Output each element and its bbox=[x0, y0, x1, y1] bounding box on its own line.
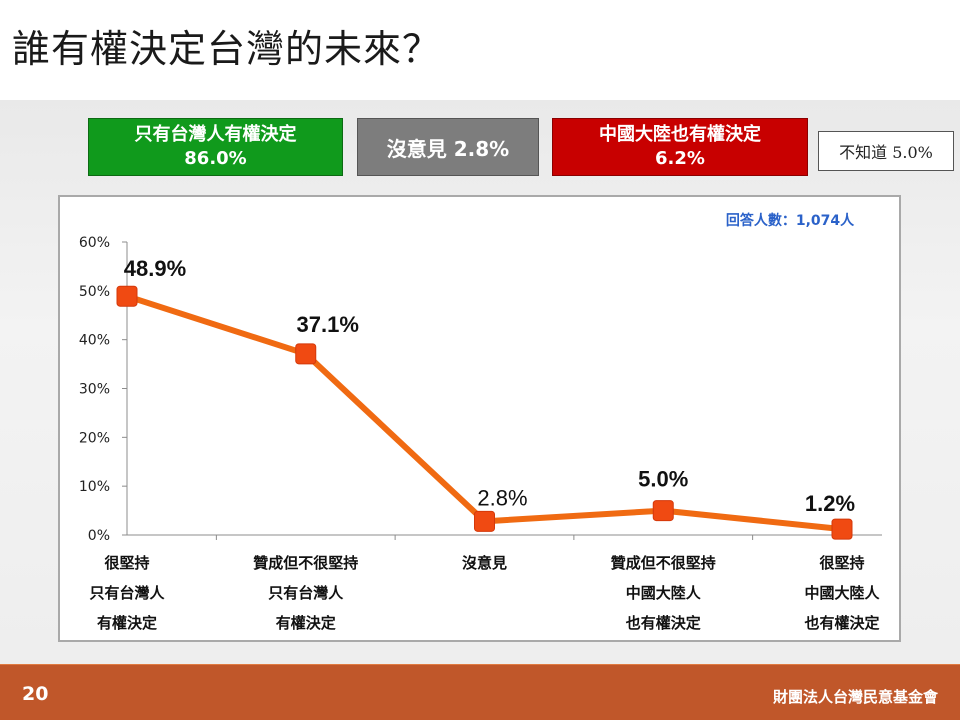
summary-china-value: 6.2% bbox=[655, 148, 705, 169]
page-number: 20 bbox=[22, 683, 49, 705]
slide-title: 誰有權決定台灣的未來？ bbox=[12, 27, 442, 71]
x-category-label: 也有權決定 bbox=[804, 614, 879, 632]
x-category-label: 很堅持 bbox=[818, 554, 864, 572]
x-category-label: 贊成但不很堅持 bbox=[253, 554, 358, 572]
summary-china-also-box: 中國大陸也有權決定 6.2% bbox=[552, 118, 808, 176]
summary-taiwan-value: 86.0% bbox=[184, 148, 247, 169]
summary-dont-know-label: 不知道 5.0% bbox=[839, 143, 933, 162]
summary-no-opinion-label: 沒意見 2.8% bbox=[386, 136, 510, 161]
summary-taiwan-label: 只有台灣人有權決定 bbox=[134, 124, 297, 145]
y-tick-label: 30% bbox=[79, 382, 110, 398]
y-tick-label: 10% bbox=[79, 479, 110, 495]
data-point bbox=[831, 518, 853, 540]
data-point bbox=[295, 343, 317, 365]
respondent-count: 回答人數：1,074人 bbox=[725, 213, 855, 229]
y-tick-label: 60% bbox=[79, 235, 110, 251]
data-label: 48.9% bbox=[124, 256, 186, 281]
y-tick-label: 50% bbox=[79, 284, 110, 300]
x-category-label: 只有台灣人 bbox=[89, 584, 165, 602]
x-category-label: 有權決定 bbox=[276, 614, 336, 632]
data-point bbox=[652, 500, 674, 522]
x-category-label: 也有權決定 bbox=[626, 614, 701, 632]
summary-dont-know-box: 不知道 5.0% bbox=[818, 131, 954, 171]
x-category-label: 沒意見 bbox=[462, 554, 507, 572]
data-point bbox=[116, 285, 138, 307]
summary-no-opinion-box: 沒意見 2.8% bbox=[357, 118, 539, 176]
x-category-label: 中國大陸人 bbox=[626, 584, 702, 602]
data-point bbox=[474, 510, 495, 532]
data-label: 5.0% bbox=[638, 467, 688, 492]
x-category-label: 贊成但不很堅持 bbox=[611, 554, 716, 572]
x-category-label: 有權決定 bbox=[97, 614, 157, 632]
summary-china-label: 中國大陸也有權決定 bbox=[599, 124, 761, 145]
x-category-label: 中國大陸人 bbox=[804, 584, 880, 602]
y-tick-label: 0% bbox=[88, 528, 110, 544]
summary-taiwan-only-box: 只有台灣人有權決定 86.0% bbox=[88, 118, 343, 176]
x-category-label: 很堅持 bbox=[103, 554, 149, 572]
data-label: 2.8% bbox=[477, 485, 527, 510]
data-label: 1.2% bbox=[805, 491, 855, 516]
y-tick-label: 40% bbox=[79, 333, 110, 349]
organization-name: 財團法人台灣民意基金會 bbox=[772, 688, 938, 706]
chart-panel bbox=[58, 195, 901, 642]
y-tick-label: 20% bbox=[79, 430, 110, 446]
x-category-label: 只有台灣人 bbox=[268, 584, 344, 602]
footer-bar bbox=[0, 665, 960, 720]
data-label: 37.1% bbox=[297, 312, 359, 337]
